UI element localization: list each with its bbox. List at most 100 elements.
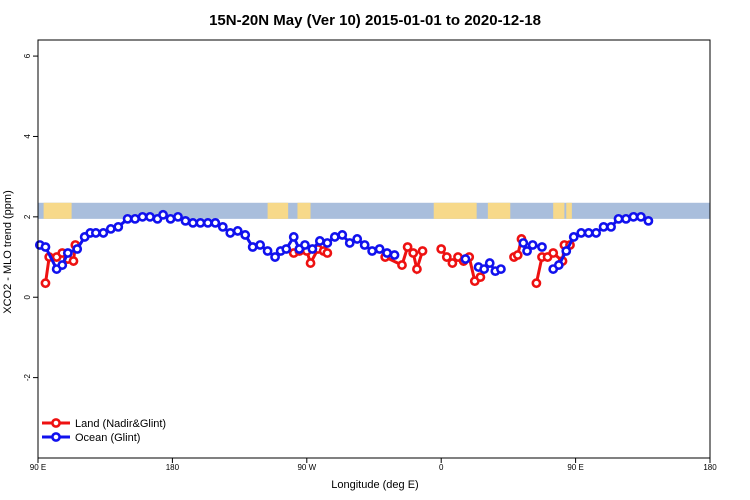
map-strip-land [267,202,289,219]
data-point [240,230,251,240]
data-point [158,209,168,220]
y-tick-label: 4 [23,134,32,139]
data-point [165,213,176,224]
data-point [460,254,471,264]
data-point [98,228,109,238]
legend-swatch-marker [51,418,61,428]
data-point [137,211,148,222]
data-point [122,213,133,224]
x-tick-label: 90 W [297,463,316,472]
legend: Land (Nadir&Glint) Ocean (Glint) [42,418,166,444]
map-strip-land [297,202,311,219]
data-point [40,242,51,252]
legend-label: Ocean (Glint) [75,432,140,444]
data-point [561,246,572,256]
data-point [305,258,316,268]
data-point [62,248,73,258]
data-point [288,232,299,242]
data-point [479,264,490,274]
x-tick-label: 0 [439,463,444,472]
data-point [329,232,340,242]
data-point [621,213,631,224]
data-point [412,264,422,274]
data-point [202,217,213,228]
data-point [225,228,236,238]
data-point [496,264,506,274]
data-point [613,213,624,224]
data-point [441,252,452,262]
y-tick-label: 2 [23,214,32,219]
x-axis-label: Longitude (deg E) [331,479,418,491]
data-point [628,211,639,222]
plot-frame [37,39,711,459]
data-point [72,244,83,254]
data-point [322,248,333,258]
data-point [359,240,370,250]
y-tick-label: 6 [23,53,32,58]
data-point [57,260,68,270]
data-point [322,238,333,248]
data-point [262,246,273,256]
data-point [389,250,400,260]
data-point [113,221,124,232]
data-point [518,238,529,248]
data-point [374,244,385,254]
map-strip [38,202,710,219]
data-point [314,236,325,246]
data-point [606,221,616,232]
data-point [68,256,79,266]
y-axis-label: XCO2 - MLO trend (ppm) [2,190,14,313]
data-point [270,252,280,262]
data-point [195,217,206,228]
data-point [576,228,587,238]
data-point [568,232,579,242]
x-axis: 90 E 180 90 W 0 90 E 180 [30,458,717,472]
data-point [307,244,318,254]
data-point [352,234,363,244]
data-point [145,211,155,222]
map-strip-land [553,202,565,219]
x-tick-label: 90 E [30,463,46,472]
data-point [591,228,602,238]
data-point [188,217,198,228]
data-point [512,250,523,260]
map-strip-land [433,202,477,219]
y-axis: -2 0 2 4 6 [23,53,38,381]
data-point [247,242,258,252]
y-tick-label: 0 [23,294,32,299]
legend-swatch-marker [51,432,61,442]
data-point [402,242,413,252]
data-point [300,240,310,250]
legend-item: Land (Nadir&Glint) [42,418,166,430]
chart-title: 15N-20N May (Ver 10) 2015-01-01 to 2020-… [209,12,541,29]
data-point [636,211,646,222]
map-strip-ocean [38,202,710,219]
legend-label: Land (Nadir&Glint) [75,418,166,430]
data-point [173,211,183,222]
y-tick-label: -2 [23,374,32,382]
data-point [397,260,407,270]
data-point [90,228,101,238]
data-point [531,278,542,289]
data-point [232,226,243,236]
map-strip-land [43,202,72,219]
data-point [210,217,221,228]
data-point [255,240,266,250]
data-point [548,248,559,258]
data-point [447,258,458,268]
x-tick-label: 180 [703,463,717,472]
data-point [522,246,532,256]
data-point [337,230,348,240]
data-point [436,244,447,254]
data-point [484,258,495,268]
data-point [105,224,116,234]
x-tick-label: 90 E [567,463,583,472]
data-point [643,215,654,226]
map-strip-land [566,202,572,219]
data-point [583,228,594,238]
data-point [527,240,538,250]
series-layer [34,209,654,289]
data-point [382,248,392,258]
data-point [281,244,292,254]
map-strip-land [487,202,511,219]
